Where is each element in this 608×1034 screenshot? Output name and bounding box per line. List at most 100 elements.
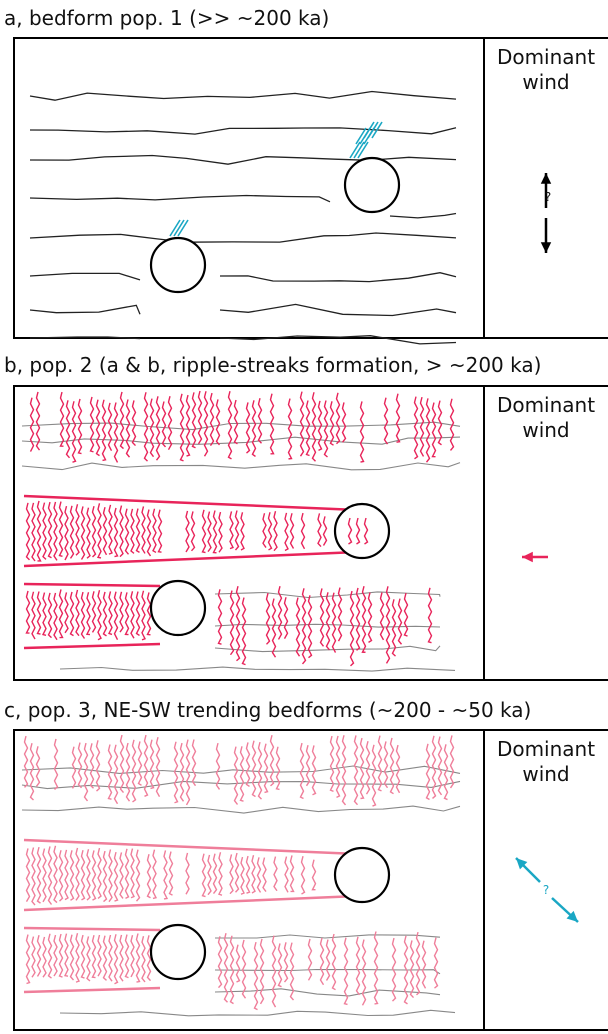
ripple-streak bbox=[279, 943, 282, 986]
ripple-streak bbox=[381, 593, 384, 640]
ripple-streak bbox=[71, 592, 74, 636]
ripple-streak bbox=[127, 743, 130, 801]
ripple-streak bbox=[91, 397, 94, 452]
ripple-streak bbox=[309, 595, 312, 657]
wind-arrow-head bbox=[541, 173, 551, 184]
ripple-streak bbox=[115, 852, 118, 901]
ripple-streak bbox=[411, 940, 414, 997]
ripple-streak bbox=[331, 401, 334, 445]
ripple-streak bbox=[98, 590, 101, 640]
ripple-streak bbox=[93, 506, 96, 557]
crater bbox=[151, 581, 205, 635]
ripple-streak bbox=[252, 855, 255, 893]
ripple-streak bbox=[367, 741, 370, 794]
ripple-streak bbox=[231, 591, 234, 655]
ripple-streak bbox=[43, 937, 46, 977]
ripple-streak bbox=[137, 934, 140, 983]
ripple-streak bbox=[115, 508, 118, 557]
ripple-streak bbox=[109, 935, 112, 981]
ripple-streak bbox=[259, 398, 262, 443]
wind-note: ? bbox=[545, 190, 551, 204]
ripple-streak bbox=[97, 400, 100, 456]
ripple-streak bbox=[405, 593, 408, 636]
ripple-streak bbox=[115, 745, 118, 804]
ripple-streak bbox=[98, 503, 101, 558]
wind-label: Dominant bbox=[497, 737, 595, 761]
ripple-streak bbox=[120, 852, 123, 898]
ripple-streak bbox=[79, 743, 82, 788]
ripple-streak bbox=[32, 847, 35, 905]
ripple-streak bbox=[421, 397, 424, 456]
ripple-streak bbox=[318, 513, 321, 546]
crater bbox=[151, 238, 205, 292]
ripple-streak bbox=[307, 745, 310, 786]
ripple-streak bbox=[65, 934, 68, 977]
ripple-streak bbox=[151, 399, 154, 457]
ripple-streak bbox=[217, 399, 220, 444]
ripple-streak bbox=[301, 743, 304, 798]
ripple-streak bbox=[37, 746, 40, 786]
ripple-streak bbox=[208, 855, 211, 895]
ripple-streak bbox=[76, 933, 79, 982]
ripple-streak bbox=[38, 591, 41, 634]
bedform-line bbox=[30, 92, 456, 101]
ripple-streak bbox=[337, 736, 340, 797]
ripple-streak bbox=[55, 739, 58, 790]
ripple-streak bbox=[219, 512, 222, 552]
ripple-streak bbox=[363, 586, 366, 652]
ripple-streak bbox=[230, 854, 233, 893]
ripple-streak bbox=[385, 398, 388, 444]
ripple-streak bbox=[126, 849, 129, 899]
bedform-line bbox=[220, 336, 456, 344]
ripple-streak bbox=[87, 849, 90, 900]
bedform-line bbox=[60, 1010, 455, 1016]
ripple-streak bbox=[327, 940, 330, 981]
ripple-streak bbox=[333, 593, 336, 653]
ripple-streak bbox=[32, 592, 35, 639]
ripple-streak bbox=[247, 402, 250, 453]
ripple-streak bbox=[32, 503, 35, 561]
ripple-streak bbox=[120, 935, 123, 981]
ripple-streak bbox=[214, 511, 217, 553]
ripple-streak bbox=[120, 592, 123, 632]
ripple-streak bbox=[93, 591, 96, 632]
ripple-streak bbox=[387, 586, 390, 663]
ripple-streak bbox=[157, 737, 160, 796]
figure: a, bedform pop. 1 (>> ~200 ka)Dominantwi… bbox=[0, 0, 608, 1034]
ripple-streak bbox=[343, 735, 346, 805]
bedform-line bbox=[22, 422, 460, 429]
ripple-streak bbox=[27, 848, 30, 901]
ripple-streak bbox=[49, 934, 52, 978]
ripple-streak bbox=[351, 591, 354, 666]
ripple-streak bbox=[247, 856, 250, 893]
ripple-streak bbox=[289, 399, 292, 459]
ripple-streak bbox=[157, 396, 160, 460]
ripple-streak bbox=[71, 935, 74, 980]
ripple-streak bbox=[93, 935, 96, 977]
ripple-streak bbox=[307, 401, 310, 456]
ripple-streak bbox=[219, 852, 222, 895]
ripple-streak bbox=[169, 396, 172, 449]
ripple-streak bbox=[247, 742, 250, 786]
ripple-streak bbox=[93, 850, 96, 900]
ripple-streak bbox=[241, 746, 244, 801]
ripple-streak bbox=[153, 509, 156, 553]
ripple-streak bbox=[417, 932, 420, 995]
ripple-streak bbox=[274, 857, 277, 891]
wedge-edge bbox=[24, 840, 358, 854]
ripple-streak bbox=[258, 857, 261, 892]
ripple-streak bbox=[82, 592, 85, 638]
crater bbox=[335, 848, 389, 902]
ripple-streak bbox=[79, 399, 82, 454]
ripple-streak bbox=[82, 506, 85, 559]
ripple-streak bbox=[229, 391, 232, 459]
ripple-streak bbox=[43, 503, 46, 560]
ripple-streak bbox=[219, 589, 222, 644]
ripple-streak bbox=[211, 393, 214, 446]
ripple-streak bbox=[87, 592, 90, 634]
ripple-streak bbox=[399, 599, 402, 645]
ripple-streak bbox=[427, 744, 430, 800]
ripple-streak bbox=[285, 857, 288, 893]
ripple-streak bbox=[148, 935, 151, 980]
crater bbox=[151, 925, 205, 979]
